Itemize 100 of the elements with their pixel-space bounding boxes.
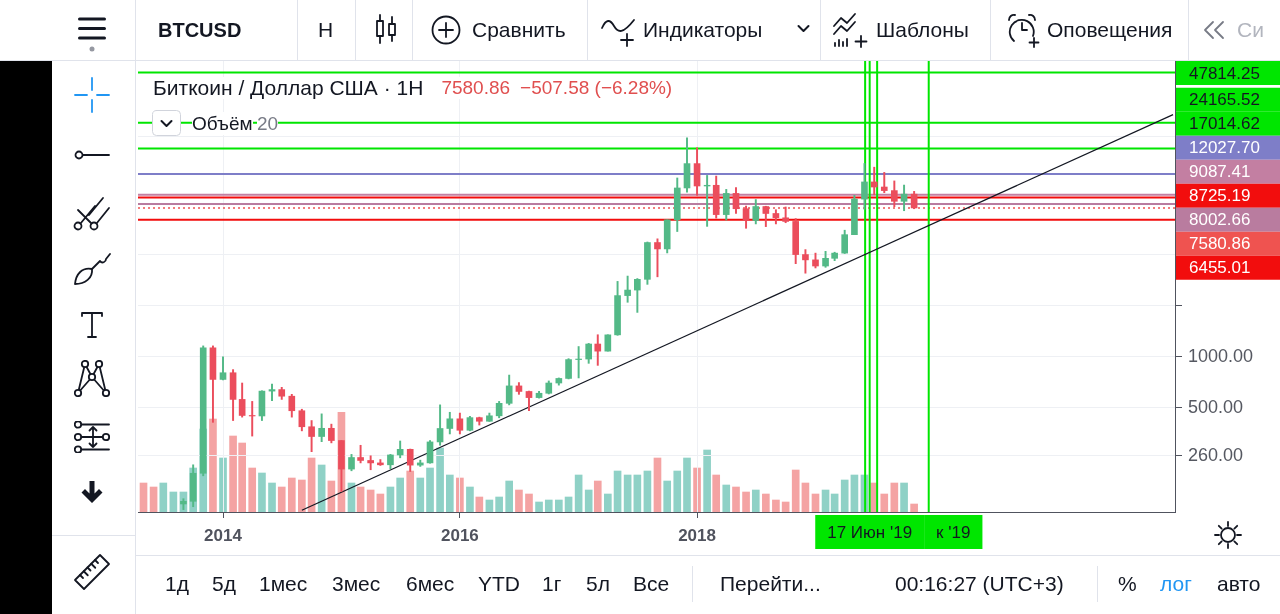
bar (722, 484, 731, 512)
bar (436, 447, 444, 512)
bar (742, 491, 750, 512)
ref-line-label: 24165.52 (1189, 90, 1260, 110)
bar (910, 503, 918, 512)
bar (673, 470, 682, 512)
bar (772, 499, 780, 512)
bar (751, 489, 760, 512)
bar (850, 474, 859, 512)
text: Шаблоны (876, 17, 969, 43)
bar (515, 489, 523, 512)
bar (840, 479, 849, 512)
bar (525, 493, 533, 512)
annotation: Объём (192, 111, 253, 135)
bar (406, 470, 415, 512)
text: BTCUSD (158, 18, 242, 42)
text: YTD (478, 571, 520, 597)
bar (821, 489, 830, 512)
text: 6мес (406, 571, 455, 597)
bar (791, 469, 800, 512)
bar (159, 482, 168, 512)
bar (564, 496, 573, 512)
bar (356, 486, 365, 512)
text: H (318, 17, 334, 43)
bar (376, 493, 385, 512)
text: 5д (212, 571, 236, 597)
ref-line-label: 8002.66 (1189, 210, 1251, 230)
bar (653, 457, 662, 512)
ref-line-label: 6455.01 (1189, 258, 1251, 278)
bar (703, 449, 711, 512)
bar (613, 470, 622, 512)
text: 1мес (259, 571, 308, 597)
bar (366, 489, 375, 512)
bar (495, 496, 503, 512)
bar (209, 418, 217, 512)
bar (505, 480, 514, 512)
text: Индикаторы (643, 17, 763, 43)
bar (149, 486, 158, 512)
bar (900, 482, 908, 512)
annotation: 7580.86 (441, 77, 511, 99)
annotation: 20 (257, 111, 279, 135)
ref-line-label: 9087.41 (1189, 162, 1251, 182)
y-tick-label: 1000.00 (1188, 345, 1254, 366)
text: Все (633, 571, 670, 597)
bar (762, 493, 770, 512)
bar (287, 477, 296, 512)
bar (258, 472, 266, 512)
bar (475, 496, 484, 512)
bar (623, 474, 632, 512)
annotation: −507.58 (−6.28%) (520, 77, 673, 99)
bar (830, 493, 839, 512)
text: Си (1237, 17, 1264, 43)
ref-line-label: к '19 (936, 522, 971, 542)
ref-line-label: 47814.25 (1189, 63, 1260, 83)
y-tick-label: 500.00 (1188, 396, 1244, 417)
bar (445, 474, 454, 512)
ref-line-label: 12027.70 (1189, 138, 1260, 158)
text: Сравнить (472, 17, 566, 43)
bar (890, 482, 899, 512)
bar (386, 486, 395, 512)
bar (248, 467, 257, 512)
text: 1д (165, 571, 189, 597)
text: Оповещения (1047, 17, 1173, 43)
bar (169, 491, 178, 512)
text: 1г (542, 571, 562, 597)
x-tick-label: 2016 (440, 525, 479, 545)
bar (139, 482, 148, 512)
bar (811, 493, 820, 512)
bar (593, 480, 602, 512)
bar (416, 477, 425, 512)
text: % (1118, 571, 1137, 597)
bar (584, 489, 593, 512)
text: Биткоин / Доллар США · 1H (153, 76, 424, 99)
bar (298, 479, 306, 512)
bar (396, 477, 404, 512)
text: Перейти... (720, 571, 821, 597)
bar (693, 467, 701, 512)
bar (683, 457, 691, 512)
text: лог (1160, 571, 1192, 597)
x-tick-label: 2014 (204, 525, 243, 545)
bar (633, 474, 642, 512)
bar (277, 486, 286, 512)
ref-line-label: 17 Июн '19 (827, 522, 913, 542)
text: 3мес (332, 571, 381, 597)
bar (880, 493, 889, 512)
bar (643, 470, 652, 512)
bar (544, 499, 553, 512)
bar (604, 493, 612, 512)
bar (555, 499, 563, 512)
bar (574, 474, 583, 512)
bar (219, 457, 227, 512)
bar (732, 486, 740, 512)
text: 5л (586, 571, 610, 597)
x-tick-label: 2018 (678, 525, 716, 545)
bar (801, 482, 810, 512)
bar (535, 501, 543, 512)
ref-line-label: 7580.86 (1189, 234, 1251, 254)
ref-line-label: 17014.62 (1189, 114, 1260, 134)
bar (466, 486, 474, 512)
bar (456, 477, 464, 512)
